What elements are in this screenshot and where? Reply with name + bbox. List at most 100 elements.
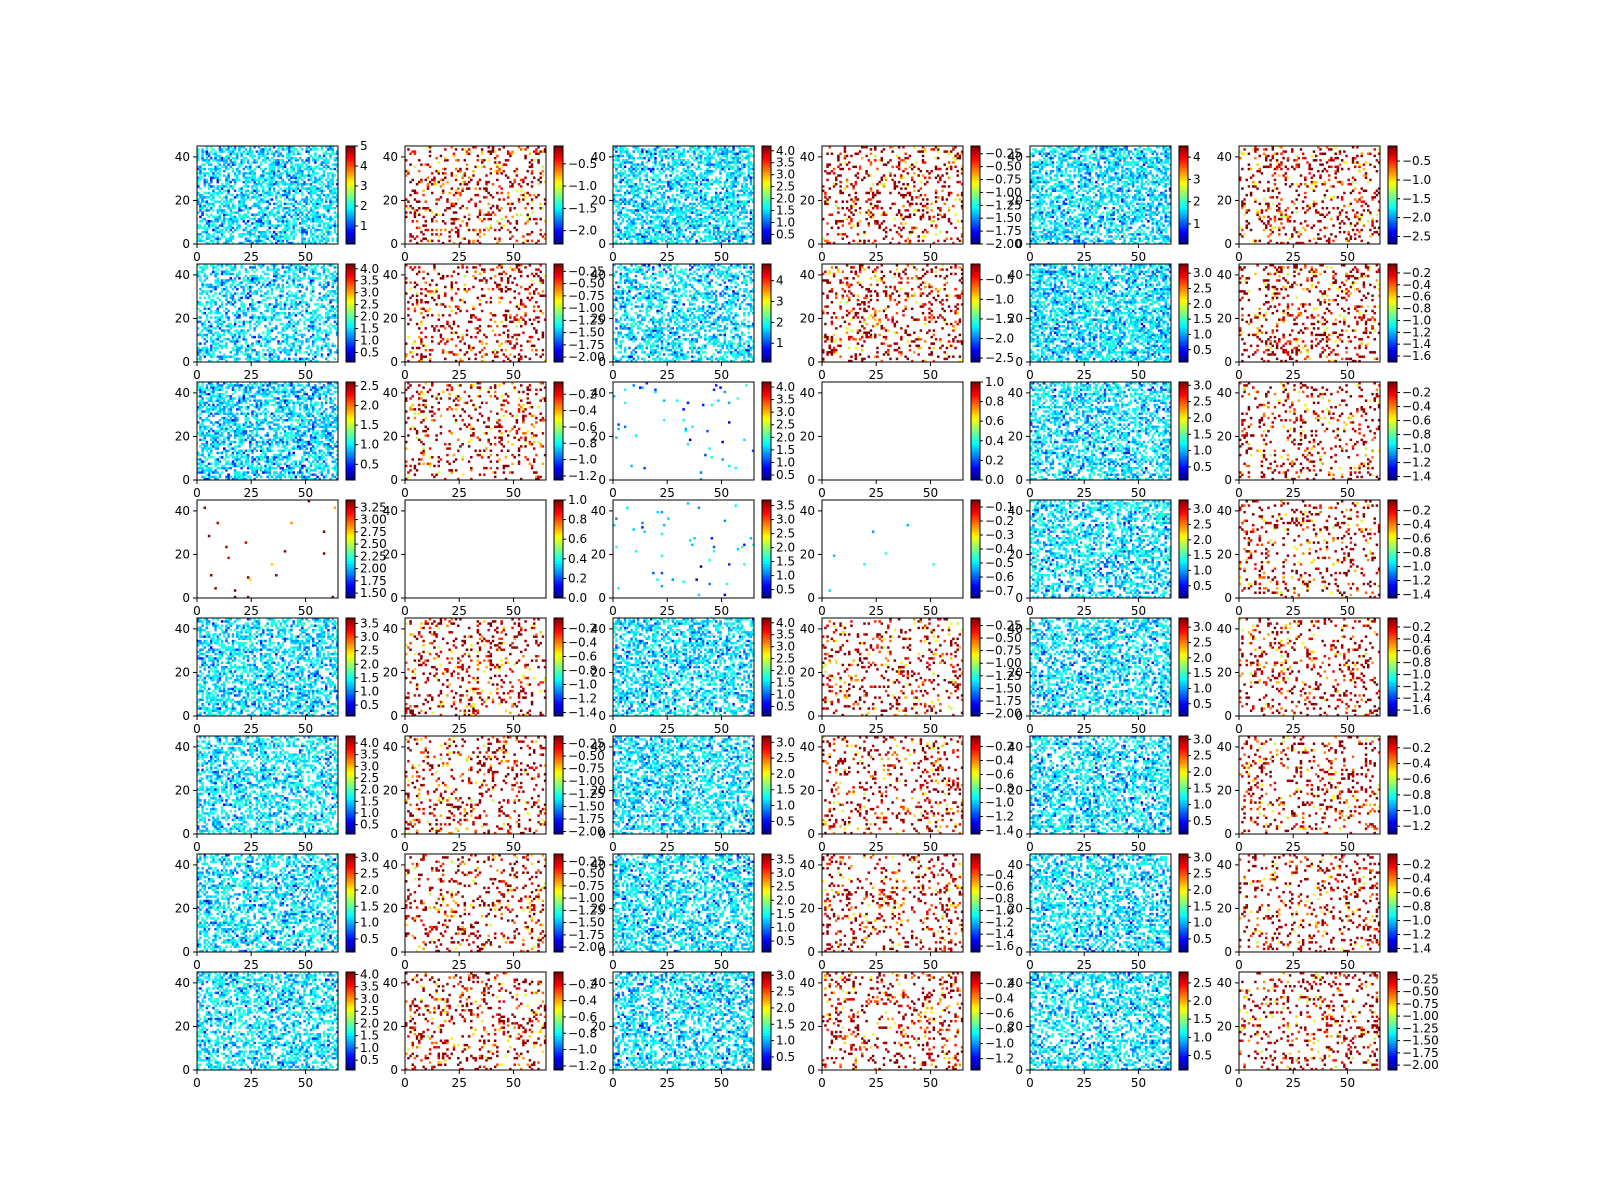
heatmap-cell [641,161,644,164]
heatmap-cell [1125,222,1128,225]
heatmap-cell [275,237,278,240]
colorbar-segment [762,165,771,169]
heatmap-cell [734,224,737,227]
heatmap-cell [749,180,753,184]
heatmap-cell [506,176,510,179]
heatmap-cell [926,230,929,234]
heatmap-cell [688,209,692,212]
heatmap-cell [717,226,720,230]
heatmap-cell [335,196,339,199]
heatmap-cell [695,204,698,208]
heatmap-cell [1164,226,1167,230]
heatmap-cell [1118,220,1122,223]
heatmap-cell [710,215,714,219]
heatmap-cell [327,193,330,197]
heatmap-cell [867,198,871,201]
heatmap-cell [231,211,235,214]
heatmap-cell [223,211,226,214]
heatmap-cell [721,220,724,223]
heatmap-cell [277,230,280,234]
heatmap-cell [214,154,217,158]
colorbar-segment [554,209,563,213]
heatmap-cell [930,169,933,173]
colorbar-frame [553,145,564,245]
heatmap-cell [727,233,731,236]
heatmap-cell [292,193,295,197]
heatmap-cell [695,224,698,227]
heatmap-cell [223,159,226,162]
heatmap-cell [904,215,907,219]
heatmap-cell [706,220,709,223]
heatmap-cell [947,217,951,221]
heatmap-cell [413,191,417,195]
heatmap-cell [693,233,696,236]
heatmap-cell [270,152,274,156]
heatmap-cell [699,200,703,203]
heatmap-cell [296,213,300,216]
heatmap-cell [335,193,339,197]
heatmap-cell [615,187,618,190]
colorbar-segment [971,146,980,149]
heatmap-cell [298,222,302,225]
heatmap-cell [861,178,864,182]
heatmap-cell [743,237,746,240]
heatmap-cell [613,165,616,169]
colorbar-segment [346,163,355,166]
y-tick-label: 0 [598,237,606,251]
heatmap-cell [489,193,493,197]
heatmap-cell [835,183,838,186]
heatmap-cell [424,163,427,166]
heatmap-cell [231,217,235,221]
heatmap-cell [279,235,282,238]
heatmap-cell [913,185,916,188]
heatmap-cell [639,239,642,243]
heatmap-cell [318,198,321,201]
heatmap-cell [1090,239,1094,243]
heatmap-cell [675,146,679,149]
heatmap-cell [1049,237,1052,240]
heatmap-cell [238,202,241,206]
heatmap-cell [207,222,211,225]
heatmap-cell [841,167,844,171]
heatmap-cell [212,209,215,212]
heatmap-cell [231,241,235,245]
heatmap-cell [210,169,213,173]
heatmap-cell [908,239,912,243]
heatmap-cell [238,200,241,203]
heatmap-cell [266,237,269,240]
heatmap-cell [645,206,649,210]
heatmap-cell [1053,237,1057,240]
heatmap-cell [671,222,675,225]
heatmap-cell [639,187,642,190]
heatmap-cell [1069,230,1072,234]
heatmap-cell [303,167,306,171]
y-tick-label: 40 [383,150,398,164]
heatmap-cell [210,167,213,171]
heatmap-cell [910,176,914,179]
heatmap-cell [259,152,263,156]
heatmap-cell [704,215,707,219]
heatmap-cell [841,233,844,236]
heatmap-cell [913,209,916,212]
heatmap-cell [500,226,503,230]
heatmap-cell [285,154,289,158]
heatmap-cell [1147,241,1150,245]
heatmap-cell [645,172,649,175]
heatmap-cell [517,146,521,149]
heatmap-cell [253,228,256,232]
heatmap-cell [747,224,750,227]
heatmap-cell [684,180,688,184]
heatmap-cell [832,183,836,186]
heatmap-cell [1157,241,1161,245]
heatmap-cell [688,174,692,177]
heatmap-cell [283,237,287,240]
heatmap-cell [697,165,701,169]
heatmap-cell [292,198,295,201]
heatmap-cell [936,239,940,243]
heatmap-cell [623,202,627,206]
heatmap-cell [734,154,737,158]
heatmap-cell [723,159,727,162]
heatmap-cell [658,228,662,232]
heatmap-cell [205,148,209,151]
heatmap-cell [1138,237,1141,240]
